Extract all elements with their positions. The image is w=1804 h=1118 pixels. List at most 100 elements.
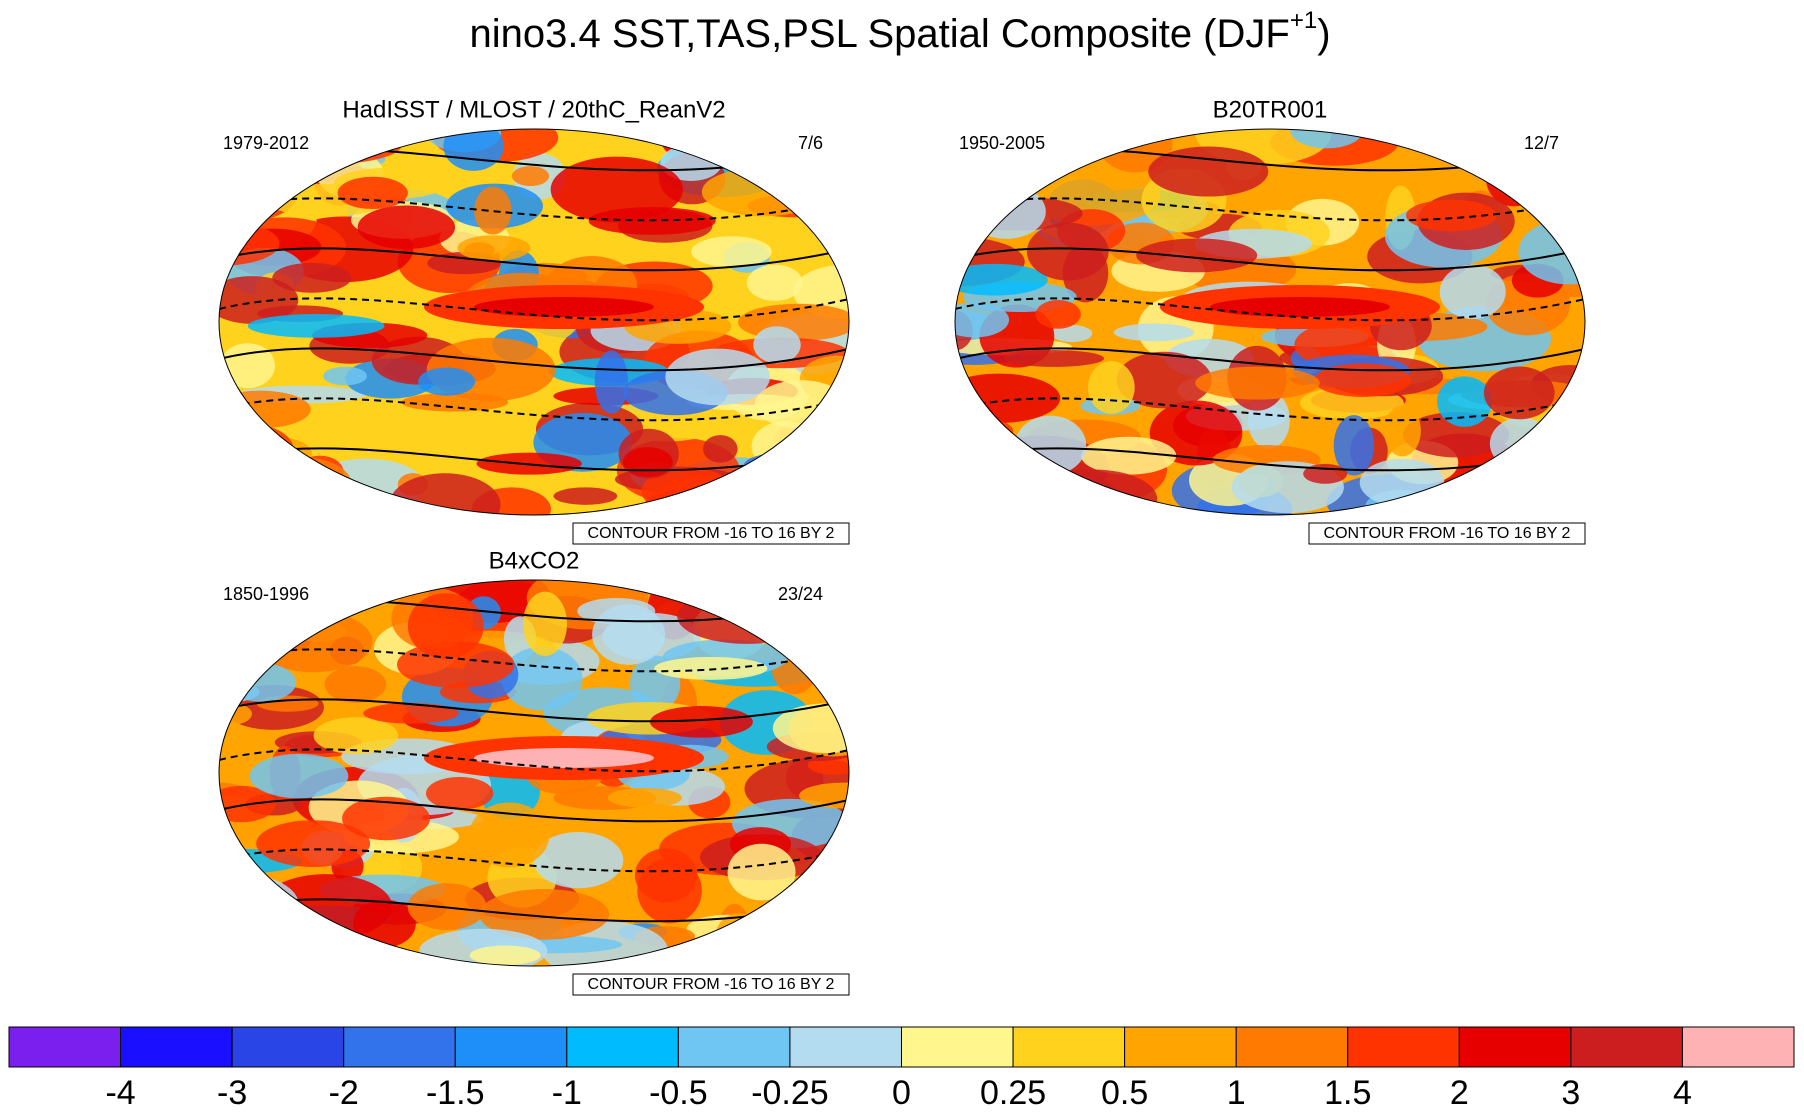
anomaly-patch	[665, 348, 770, 406]
psl-contour	[219, 848, 849, 873]
anomaly-patch	[1035, 300, 1081, 329]
anomaly-patch	[1523, 161, 1580, 220]
panel-ratio: 7/6	[798, 133, 823, 153]
colorbar-label: -3	[217, 1074, 247, 1112]
anomaly-patch	[1136, 238, 1258, 273]
anomaly-patch	[1113, 323, 1195, 342]
map-border	[954, 128, 1586, 516]
figure-title: nino3.4 SST,TAS,PSL Spatial Composite (D…	[469, 7, 1330, 55]
anomaly-patch	[1080, 436, 1177, 475]
colorbar-box	[1347, 1026, 1460, 1068]
colorbar-label: -4	[105, 1074, 135, 1112]
anomaly-patch	[1384, 405, 1421, 457]
anomaly-patch	[754, 380, 848, 429]
panel-title: HadISST / MLOST / 20thC_ReanV2	[342, 96, 725, 123]
anomaly-patch	[219, 276, 299, 324]
colorbar-label: 3	[1561, 1074, 1580, 1112]
anomaly-patch	[1087, 361, 1135, 414]
anomaly-patch	[352, 899, 416, 948]
anomaly-patch	[1333, 415, 1375, 476]
anomaly-patch	[1067, 484, 1109, 513]
anomaly-patch	[1496, 470, 1550, 515]
colorbar-label: -1.5	[426, 1074, 485, 1112]
panel-ratio: 12/7	[1524, 133, 1559, 153]
anomaly-patch	[1004, 350, 1105, 367]
contour-box	[1308, 522, 1586, 545]
anomaly-patch	[1359, 458, 1445, 507]
anomaly-patch	[955, 193, 978, 232]
anomaly-patch	[702, 435, 738, 463]
colorbar-label: -1	[552, 1074, 582, 1112]
colorbar-label: -0.5	[649, 1074, 708, 1112]
anomaly-patch	[654, 656, 768, 680]
anomaly-patch	[226, 663, 297, 702]
anomaly-patch	[961, 418, 1014, 444]
anomaly-patch	[718, 903, 751, 960]
anomaly-patch	[1195, 366, 1320, 400]
colorbar-label: 0	[892, 1074, 911, 1112]
anomaly-patch	[1025, 473, 1067, 515]
anomaly-patch	[249, 162, 290, 180]
anomaly-patch	[818, 866, 849, 915]
anomaly-patch	[219, 903, 248, 941]
anomaly-patch	[230, 485, 366, 505]
psl-contour	[219, 397, 849, 422]
psl-contour	[219, 748, 849, 773]
colorbar-label: 1	[1227, 1074, 1246, 1112]
anomaly-patch	[219, 221, 280, 266]
anomaly-patch	[746, 264, 803, 301]
anomaly-patch	[651, 129, 791, 147]
anomaly-patch	[825, 884, 849, 931]
anomaly-patch	[753, 326, 801, 364]
anomaly-patch	[664, 580, 797, 602]
psl-contour	[955, 347, 1585, 372]
warm-core	[1210, 297, 1390, 317]
anomaly-patch	[533, 831, 624, 889]
panel-title: B20TR001	[1213, 96, 1328, 123]
anomaly-patch	[219, 439, 258, 468]
anomaly-patch	[607, 787, 682, 808]
anomaly-patch	[272, 262, 352, 293]
anomaly-patch	[1405, 199, 1497, 232]
anomaly-patch	[474, 186, 512, 235]
anomaly-patch	[592, 604, 666, 665]
anomaly-patch	[772, 703, 849, 754]
anomaly-patch	[966, 184, 1046, 239]
anomaly-patch	[1489, 417, 1553, 470]
anomaly-patch	[799, 782, 849, 809]
anomaly-patch	[389, 473, 501, 515]
colorbar-box	[1235, 1026, 1349, 1068]
anomaly-patch	[323, 366, 367, 386]
psl-contour	[955, 397, 1585, 422]
contour-info: CONTOUR FROM -16 TO 16 BY 2	[588, 976, 835, 993]
anomaly-patch	[219, 944, 321, 966]
anomaly-patch	[249, 753, 349, 799]
map-border	[218, 579, 850, 967]
map	[955, 129, 1585, 515]
anomaly-patch	[727, 843, 796, 901]
panel-title: B4xCO2	[489, 547, 580, 574]
anomaly-patch	[594, 350, 629, 414]
anomaly-patch	[1116, 351, 1212, 409]
psl-contour	[219, 297, 849, 322]
contour-info: CONTOUR FROM -16 TO 16 BY 2	[588, 525, 835, 542]
anomaly-patch	[1518, 219, 1585, 285]
anomaly-patch	[777, 456, 814, 510]
anomaly-patch	[443, 129, 504, 171]
colorbar-box	[454, 1026, 568, 1068]
anomaly-patch	[1437, 376, 1493, 427]
colorbar-box	[231, 1026, 345, 1068]
psl-contour	[219, 798, 849, 823]
anomaly-patch	[637, 857, 702, 924]
anomaly-patch	[768, 922, 833, 963]
colorbar-box	[1458, 1026, 1572, 1068]
anomaly-patch	[313, 717, 399, 755]
anomaly-patch	[247, 457, 352, 510]
anomaly-patch	[219, 628, 242, 661]
anomaly-patch	[219, 444, 258, 509]
anomaly-patch	[1403, 412, 1510, 458]
anomaly-patch	[1148, 146, 1269, 197]
anomaly-patch	[701, 167, 825, 217]
psl-contour	[219, 347, 849, 372]
